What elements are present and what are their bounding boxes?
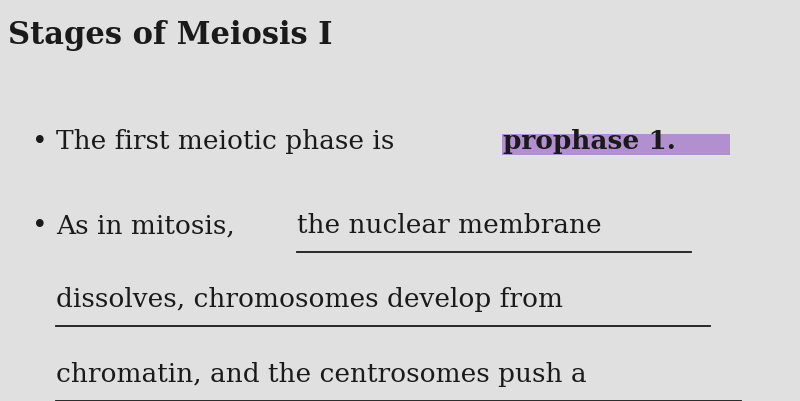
- Bar: [502, 135, 730, 156]
- Text: •: •: [32, 128, 48, 153]
- Text: the nuclear membrane: the nuclear membrane: [298, 213, 602, 237]
- Text: dissolves, chromosomes develop from: dissolves, chromosomes develop from: [56, 287, 563, 312]
- Text: Stages of Meiosis I: Stages of Meiosis I: [8, 20, 333, 51]
- Text: •: •: [32, 213, 48, 237]
- Text: The first meiotic phase is: The first meiotic phase is: [56, 128, 402, 153]
- Text: chromatin, and the centrosomes push a: chromatin, and the centrosomes push a: [56, 361, 586, 386]
- Text: As in mitosis,: As in mitosis,: [56, 213, 243, 237]
- Text: prophase 1.: prophase 1.: [503, 128, 676, 153]
